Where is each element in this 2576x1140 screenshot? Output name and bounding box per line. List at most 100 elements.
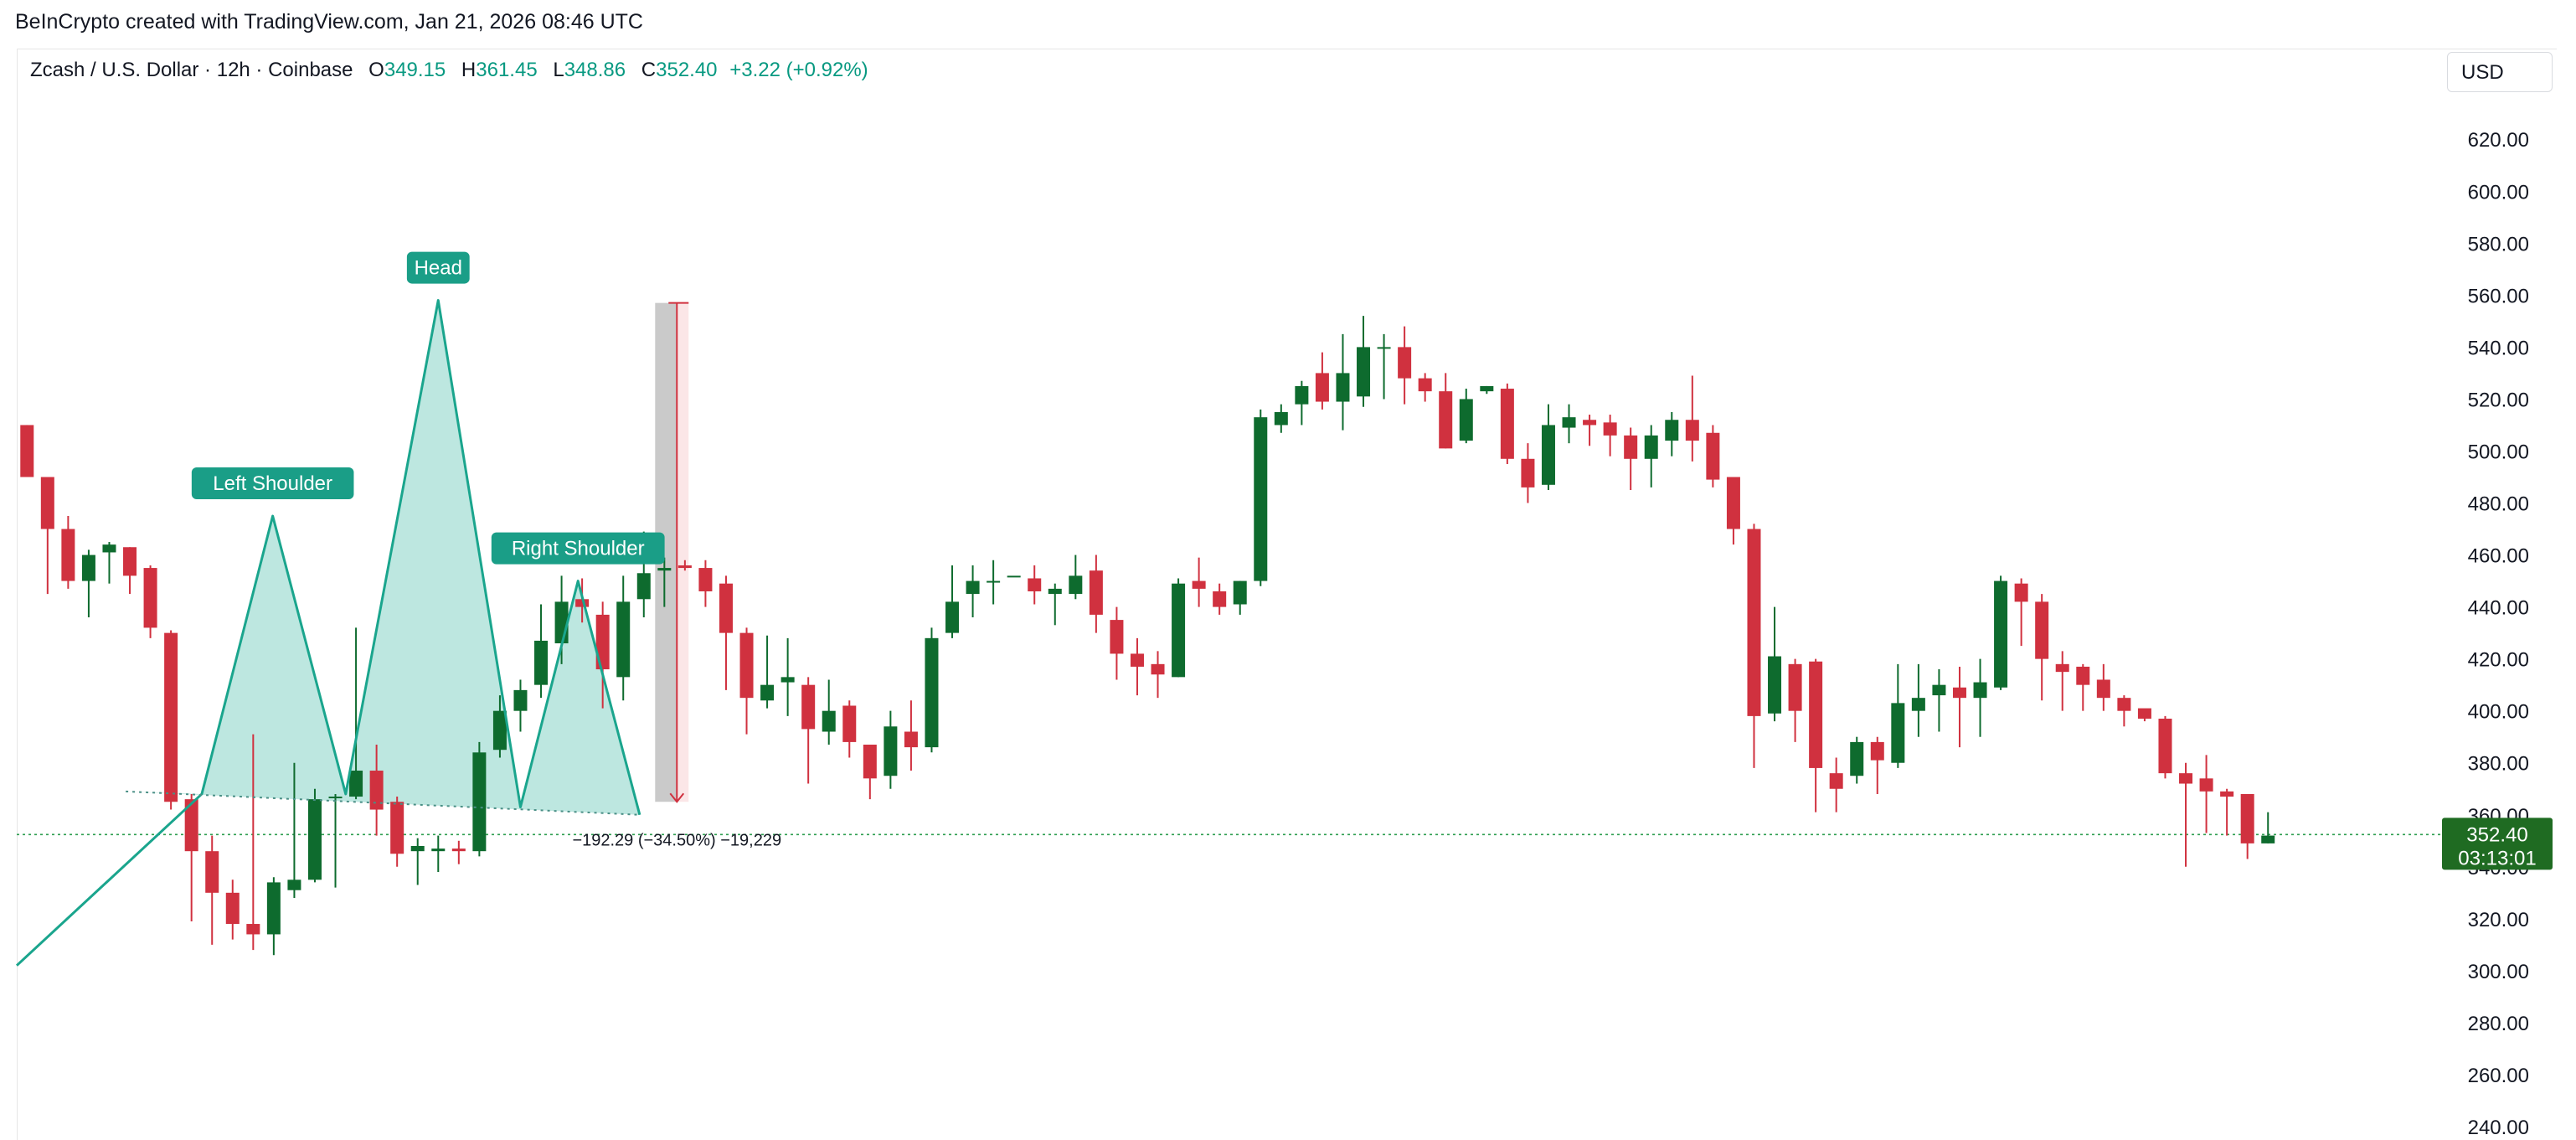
candle-body bbox=[1336, 373, 1350, 402]
candle-body bbox=[2158, 718, 2172, 774]
y-tick-label: 560.00 bbox=[2468, 285, 2529, 307]
candle-body bbox=[369, 771, 384, 810]
candle-body bbox=[1726, 477, 1740, 529]
candle-body bbox=[20, 425, 34, 477]
candle-body bbox=[863, 745, 877, 779]
candle-body bbox=[1973, 682, 1987, 699]
candles-group bbox=[20, 316, 2275, 956]
measure-arrow bbox=[669, 792, 685, 803]
y-tick-label: 280.00 bbox=[2468, 1013, 2529, 1035]
candle-body bbox=[246, 924, 260, 935]
candle-body bbox=[1644, 435, 1658, 459]
candle-body bbox=[1685, 420, 1699, 441]
candle-body bbox=[575, 599, 590, 607]
candle-body bbox=[1418, 378, 1432, 392]
candle-body bbox=[1295, 385, 1309, 405]
candle-body bbox=[636, 573, 651, 600]
measure-band-pink bbox=[677, 302, 689, 802]
y-tick-label: 260.00 bbox=[2468, 1065, 2529, 1087]
candle-body bbox=[719, 583, 733, 633]
candle-body bbox=[1192, 580, 1206, 589]
y-tick-label: 380.00 bbox=[2468, 753, 2529, 776]
y-tick-label: 580.00 bbox=[2468, 233, 2529, 255]
pattern-label-bg bbox=[406, 251, 470, 284]
pattern-label-right-shoulder: Right Shoulder bbox=[491, 532, 665, 565]
pattern-label-text: Left Shoulder bbox=[213, 472, 332, 495]
candle-body bbox=[61, 529, 75, 581]
candle-body bbox=[2220, 791, 2234, 797]
candle-body bbox=[1151, 663, 1165, 675]
close-label: C bbox=[641, 59, 657, 81]
candle-body bbox=[1747, 529, 1761, 716]
y-tick-label: 460.00 bbox=[2468, 545, 2529, 568]
candle-body bbox=[2179, 773, 2193, 784]
pattern-label-text: Right Shoulder bbox=[512, 538, 645, 560]
candle-body bbox=[739, 632, 754, 699]
candle-body bbox=[1788, 663, 1802, 711]
candle-body bbox=[1459, 399, 1473, 441]
candle-body bbox=[40, 477, 54, 529]
candle-body bbox=[1274, 411, 1288, 426]
symbol-title: Zcash / U.S. Dollar · 12h · Coinbase bbox=[30, 59, 353, 81]
close-value: 352.40 bbox=[656, 59, 718, 81]
candle-body bbox=[925, 637, 939, 748]
candle-body bbox=[492, 710, 507, 751]
candle-body bbox=[1665, 420, 1679, 441]
candle-body bbox=[390, 802, 404, 854]
candle-body bbox=[1603, 422, 1617, 436]
candle-body bbox=[102, 544, 116, 553]
candle-body bbox=[307, 799, 322, 880]
candle-body bbox=[410, 845, 425, 852]
open-value: 349.15 bbox=[384, 59, 446, 81]
candle-body bbox=[81, 555, 95, 581]
candle-body bbox=[534, 640, 549, 685]
pattern-label-bg bbox=[191, 467, 354, 500]
high-value: 361.45 bbox=[476, 59, 538, 81]
y-tick-label: 300.00 bbox=[2468, 961, 2529, 983]
y-tick-label: 420.00 bbox=[2468, 649, 2529, 672]
high-label: H bbox=[461, 59, 477, 81]
candle-body bbox=[266, 882, 281, 935]
candle-body bbox=[2055, 663, 2069, 673]
candle-body bbox=[1233, 580, 1247, 605]
candle-body bbox=[2199, 778, 2213, 792]
candle-body bbox=[904, 731, 918, 748]
y-tick-label: 320.00 bbox=[2468, 909, 2529, 931]
candle-body bbox=[1829, 773, 1843, 789]
candle-body bbox=[164, 632, 178, 802]
candle-body bbox=[822, 710, 836, 732]
candle-body bbox=[2014, 583, 2028, 602]
candle-body bbox=[1213, 591, 1227, 607]
candle-body bbox=[1315, 373, 1329, 402]
candle-body bbox=[184, 799, 198, 852]
change-value: +3.22 (+0.92%) bbox=[729, 59, 868, 81]
candle-body bbox=[1768, 656, 1782, 714]
candle-body bbox=[1439, 391, 1453, 449]
pattern-label-bg bbox=[491, 532, 665, 565]
candle-body bbox=[801, 684, 816, 730]
y-tick-label: 480.00 bbox=[2468, 493, 2529, 516]
low-value: 348.86 bbox=[564, 59, 626, 81]
y-tick-label: 440.00 bbox=[2468, 597, 2529, 620]
symbol-legend: Zcash / U.S. Dollar · 12h · Coinbase O34… bbox=[30, 59, 868, 82]
low-label: L bbox=[553, 59, 564, 81]
open-label: O bbox=[368, 59, 384, 81]
y-tick-label: 400.00 bbox=[2468, 701, 2529, 724]
pattern-outline bbox=[15, 299, 641, 967]
candle-body bbox=[287, 880, 301, 890]
candle-body bbox=[1952, 687, 1966, 699]
candle-body bbox=[513, 689, 528, 711]
candle-body bbox=[966, 580, 980, 595]
candle-body bbox=[2240, 793, 2254, 843]
candle-body bbox=[1089, 570, 1103, 615]
currency-selector[interactable]: USD bbox=[2447, 52, 2553, 92]
candle-body bbox=[1357, 347, 1371, 397]
candle-body bbox=[1706, 432, 1720, 480]
price-tag-countdown: 03:13:01 bbox=[2458, 847, 2536, 869]
candle-body bbox=[2261, 835, 2275, 843]
candle-body bbox=[225, 892, 240, 925]
candle-body bbox=[1130, 653, 1144, 667]
candle-body bbox=[987, 580, 1001, 583]
pattern-label-text: Head bbox=[415, 257, 462, 280]
